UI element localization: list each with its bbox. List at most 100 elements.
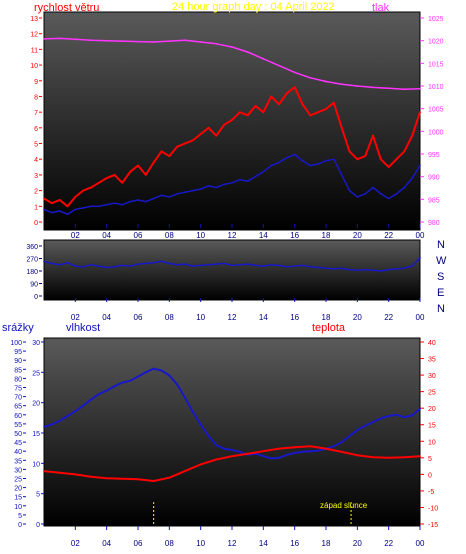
wind-time-axis-tick-label: 10 [196,231,205,240]
wind-series-magenta-point [403,88,406,91]
pressure-axis-tick-label: 1010 [428,84,444,91]
temperature-axis-tick-label: 5 [428,456,432,463]
climate-time-axis-tick-label: 14 [259,539,268,548]
wind-series-blue-point [152,197,155,200]
wind-series-magenta-point [387,87,390,90]
wind-series-blue-point [317,163,320,165]
wind-series-magenta-point [356,85,359,87]
wind-series-magenta-point [340,83,343,86]
wind-series-red-point [66,205,69,208]
wind-series-magenta-point [58,37,61,40]
wind-time-axis-tick-label: 08 [165,231,174,240]
humidity-axis-tick-label: 0 [36,522,40,529]
wind-series-red-point [270,95,273,98]
wind-direction-series-point [74,265,77,267]
humidity-series-point [231,449,233,451]
humidity-series-point [364,424,367,427]
wind-direction-series-point [372,269,374,272]
wind-time-axis-tick-label: 20 [353,231,362,240]
wind-series-red-point [82,189,85,192]
rain-axis-tick-label: 35 [14,458,22,465]
humidity-series-point [285,453,288,456]
wind-direction-series-point [293,265,296,267]
wind-axis-tick-label: 1 [34,204,38,211]
humidity-series-point [293,452,296,454]
wind-series-magenta-point [372,86,374,89]
temperature-series-point [356,454,359,457]
temperature-axis-tick-label: -10 [428,505,438,512]
wind-series-magenta-point [325,80,327,83]
wind-series-red-point [129,170,132,173]
compass-s: S [437,271,444,283]
wind-direction-series-point [82,265,85,268]
temperature-series-point [372,456,374,459]
wind-series-red-point [293,86,296,88]
direction-axis-tick-label: 90 [30,282,38,289]
direction-time-axis-tick-label: 20 [353,313,362,322]
humidity-series-point [356,429,359,431]
wind-series-blue-point [137,199,139,201]
wind-series-red-point [403,150,406,153]
rain-axis-tick-label: 15 [14,495,22,502]
wind-series-blue-point [395,192,398,195]
humidity-series-point [105,389,108,392]
wind-direction-series-point [364,268,367,271]
wind-series-blue-point [332,158,335,161]
rain-axis-tick-label: 10 [14,504,22,511]
wind-series-blue-point [419,164,421,167]
humidity-series-point [160,369,163,372]
wind-series-red-point [285,92,288,95]
humidity-series-point [191,410,194,413]
pressure-axis-tick-label: 1015 [428,61,444,68]
compass-n-top: N [437,239,445,251]
wind-direction-series-point [270,263,273,266]
humidity-series-point [387,415,390,417]
wind-series-magenta-point [184,39,186,42]
wind-series-blue-point [270,164,273,167]
temperature-series-point [387,456,390,459]
sunset-label: západ slunce [320,501,368,510]
wind-direction-series-point [379,270,382,272]
temperature-series-point [325,447,327,450]
wind-direction-series-point [121,264,124,267]
compass-w: W [436,255,447,267]
wind-series-blue-point [58,210,61,212]
pressure-axis-tick-label: 1025 [428,16,444,23]
humidity-axis-title: vlhkost [66,322,100,334]
humidity-series-point [301,450,304,453]
wind-series-red-point [199,133,202,136]
temperature-series-point [168,476,171,479]
wind-series-red-point [278,103,280,106]
wind-axis-tick-label: 2 [34,189,38,196]
climate-time-axis-tick-label: 18 [322,539,331,548]
wind-direction-series-point [160,260,163,263]
wind-direction-series-point [43,260,45,263]
wind-axis-tick-label: 11 [31,47,38,54]
wind-direction-series-point [191,265,194,267]
wind-series-red-point [262,111,265,114]
temperature-series-point [419,455,421,458]
wind-direction-series-point [105,266,108,269]
wind-series-magenta-point [231,46,233,48]
wind-direction-series-point [403,267,406,270]
wind-series-blue-point [364,192,367,195]
wind-series-magenta-point [246,51,249,53]
humidity-series-point [199,423,202,426]
pressure-axis-tick-label: 980 [428,220,440,227]
wind-series-blue-point [199,188,202,190]
wind-series-red-point [395,158,398,161]
humidity-series-point [144,371,147,374]
climate-time-axis-tick-label: 06 [134,539,143,548]
wind-series-red-point [356,158,359,161]
wind-series-blue-point [379,192,382,195]
wind-series-red-point [43,197,45,200]
wind-series-blue-point [168,196,171,198]
rain-axis-tick-label: 60 [14,413,22,420]
temperature-series-point [309,445,312,448]
wind-series-blue-point [215,186,218,189]
wind-time-axis-tick-label: 04 [102,231,111,240]
wind-series-magenta-point [74,38,77,41]
wind-series-blue-point [285,156,288,159]
wind-series-blue-point [356,196,359,198]
climate-time-axis-tick-label: 00 [416,539,425,548]
